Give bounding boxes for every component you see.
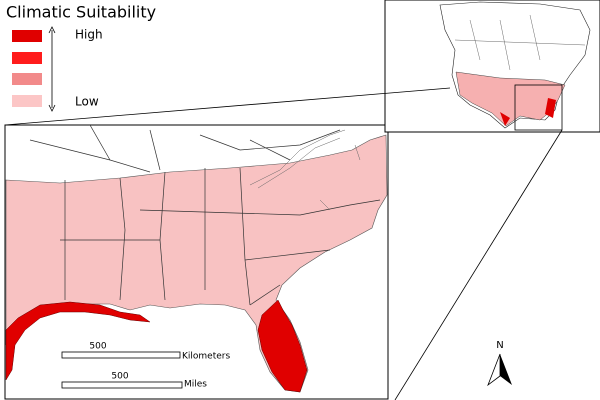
- extent-connector: [4, 87, 451, 126]
- north-arrow: N: [487, 340, 512, 387]
- legend: Climatic Suitability High Low: [6, 3, 156, 112]
- legend-swatch: [12, 30, 42, 42]
- inset-high: [500, 98, 556, 126]
- legend-swatch: [12, 73, 42, 85]
- high-suitability-gulf: [5, 301, 151, 381]
- scale-unit: Kilometers: [182, 352, 230, 362]
- arrow-light: [487, 353, 501, 387]
- inset-suitability: [455, 71, 566, 127]
- high-suitability-florida: [257, 299, 308, 393]
- scale-bar-km: 500 Kilometers: [61, 342, 230, 362]
- legend-high: High: [75, 28, 103, 42]
- terrain-hatch: [249, 129, 361, 211]
- legend-low: Low: [75, 95, 99, 109]
- scale-unit: Miles: [184, 380, 207, 390]
- north-label: N: [496, 340, 503, 351]
- legend-title: Climatic Suitability: [6, 3, 156, 22]
- scale-bar: [61, 351, 181, 359]
- scale-distance: 500: [111, 372, 128, 382]
- inset-map: [384, 0, 600, 133]
- legend-swatch: [12, 95, 42, 107]
- scale-distance: 500: [89, 342, 106, 352]
- inset-borders: [454, 14, 586, 71]
- scale-bar-mi: 500 Miles: [61, 372, 207, 390]
- legend-swatch: [12, 52, 42, 64]
- scale-bar: [61, 381, 183, 389]
- extent-connector: [394, 129, 563, 400]
- arrow-dark: [500, 354, 512, 385]
- state-lines: [29, 124, 381, 306]
- extent-box: [514, 84, 563, 131]
- legend-arrowheads: [48, 26, 56, 112]
- main-map: 500 Kilometers 500 Miles: [4, 124, 389, 400]
